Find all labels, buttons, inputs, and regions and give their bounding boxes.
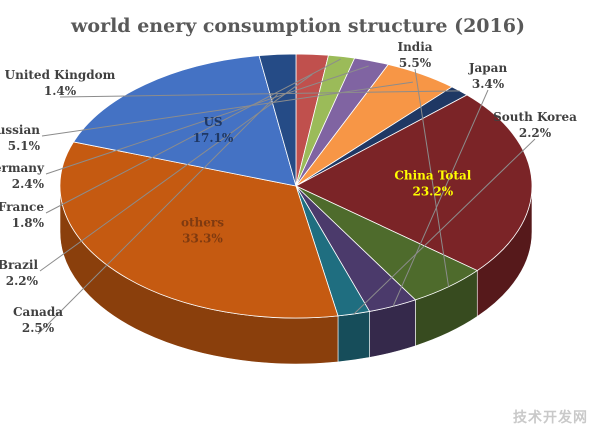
label-russian-name: Russian — [0, 123, 40, 137]
label-canada-name: Canada — [13, 305, 63, 319]
label-brazil-name: Brazil — [0, 258, 38, 272]
label-south-korea-value: 2.2% — [519, 126, 552, 140]
label-france-value: 1.8% — [12, 216, 45, 230]
pie-slice-us — [72, 55, 297, 187]
label-china-total-name: China Total — [394, 168, 471, 182]
pie-slices — [59, 53, 533, 319]
label-us-value: 17.1% — [193, 131, 234, 145]
pie-side-walls — [59, 185, 533, 365]
label-others-name: others — [181, 215, 224, 229]
label-india-value: 5.5% — [399, 56, 432, 70]
leader-line-russian — [41, 81, 413, 137]
label-germany-value: 2.4% — [12, 177, 45, 191]
watermark: 技术开发网 — [513, 410, 588, 426]
label-germany-name: Germany — [0, 161, 45, 175]
label-others-value: 33.3% — [182, 231, 223, 245]
label-china-total-value: 23.2% — [412, 184, 453, 198]
leader-line-canada — [37, 94, 278, 335]
leader-line-france — [45, 58, 341, 214]
leader-line-south-korea — [353, 138, 536, 315]
leader-line-japan — [392, 89, 489, 307]
label-united-kingdom-name: United Kingdom — [5, 68, 116, 82]
label-brazil-value: 2.2% — [6, 274, 39, 288]
pie-slice-china-total — [295, 94, 533, 272]
label-canada-value: 2.5% — [22, 321, 55, 335]
leader-line-india — [414, 68, 450, 287]
label-france-name: France — [0, 200, 44, 214]
leader-lines — [37, 58, 536, 335]
label-united-kingdom-value: 1.4% — [44, 84, 77, 98]
pie-slice-others — [59, 141, 339, 319]
chart-title: world enery consumption structure (2016) — [70, 15, 525, 37]
pie-side-south-korea — [337, 311, 370, 363]
leader-line-united-kingdom — [59, 90, 460, 98]
label-russian-value: 5.1% — [8, 139, 41, 153]
leader-line-germany — [45, 65, 369, 175]
label-south-korea-name: South Korea — [493, 110, 577, 124]
label-us-name: US — [203, 115, 222, 129]
label-india-name: India — [397, 40, 432, 54]
data-labels: Brazil 2.2% France 1.8% Germany 2.4% Russian 5.… — [0, 40, 577, 335]
label-japan-value: 3.4% — [472, 77, 505, 91]
leader-line-brazil — [39, 73, 313, 272]
label-japan-name: Japan — [468, 61, 508, 75]
